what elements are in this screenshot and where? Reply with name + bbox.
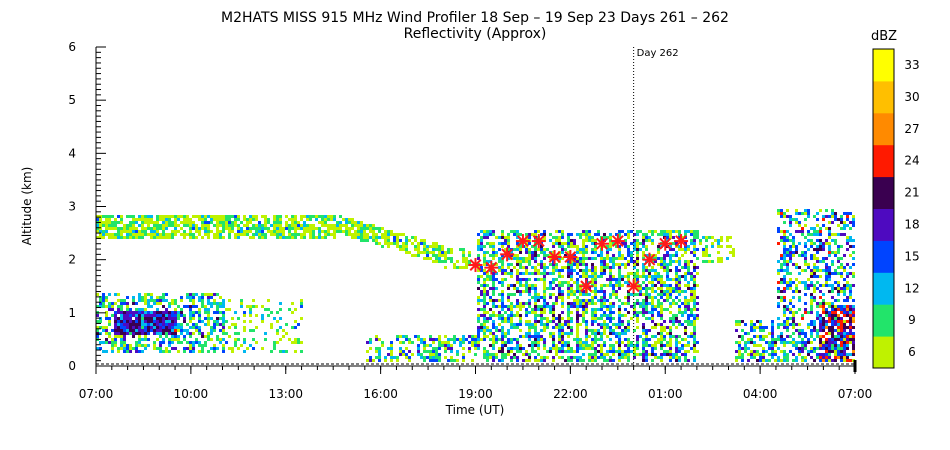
red-marker (595, 236, 609, 251)
colorbar-tick-label: 30 (904, 90, 919, 104)
chart-title: M2HATS MISS 915 MHz Wind Profiler 18 Sep… (221, 10, 729, 26)
colorbar-tick-label: 6 (908, 345, 916, 359)
x-tick-label: 16:00 (363, 387, 398, 401)
red-marker (531, 234, 546, 249)
red-marker (468, 257, 483, 272)
red-marker (563, 250, 578, 265)
y-tick-label: 6 (68, 40, 76, 54)
red-marker (484, 260, 499, 275)
x-tick-label: 07:00 (838, 387, 873, 401)
red-marker (626, 279, 641, 294)
x-axis-label: Time (UT) (445, 403, 505, 417)
colorbar-swatch (873, 304, 894, 337)
colorbar-frame (872, 48, 895, 369)
colorbar-swatch (873, 49, 894, 82)
colorbar: 6 9 12 15 18 21 24 27 30 33 (872, 48, 920, 369)
x-tick-label: 19:00 (458, 387, 493, 401)
colorbar-tick-label: 18 (904, 217, 919, 231)
colorbar-tick-label: 9 (908, 313, 916, 327)
day-marker-label: Day 262 (637, 48, 679, 59)
y-tick-label: 1 (68, 306, 76, 320)
colorbar-swatch (873, 336, 894, 369)
y-tick-label: 5 (68, 93, 76, 107)
colorbar-swatch (873, 144, 894, 178)
colorbar-title: dBZ (871, 29, 897, 44)
y-axis-label: Altitude (km) (20, 167, 34, 246)
red-marker (579, 279, 594, 294)
colorbar-swatch (873, 208, 894, 241)
colorbar-swatch (873, 112, 894, 146)
x-tick-label: 04:00 (743, 387, 778, 401)
red-marker (610, 234, 625, 249)
y-tick-label: 2 (68, 253, 76, 267)
red-marker (674, 234, 689, 249)
red-marker (658, 236, 673, 251)
colorbar-swatch (873, 272, 894, 305)
colorbar-tick-label: 24 (904, 154, 919, 168)
colorbar-tick-label: 15 (904, 249, 919, 263)
y-tick-label: 4 (68, 146, 76, 160)
colorbar-tick-label: 33 (904, 58, 919, 72)
colorbar-tick-label: 21 (904, 186, 919, 200)
y-tick-label: 3 (68, 200, 76, 214)
red-marker (547, 250, 562, 265)
chart-subtitle: Reflectivity (Approx) (404, 26, 547, 42)
x-tick-label: 22:00 (553, 387, 588, 401)
red-marker (515, 234, 530, 249)
colorbar-swatch (873, 240, 894, 273)
colorbar-swatch (873, 80, 894, 114)
marker-layer (468, 234, 689, 294)
x-tick-label: 07:00 (79, 387, 114, 401)
x-tick-label: 13:00 (268, 387, 303, 401)
reflectivity-heatmap (96, 209, 855, 362)
colorbar-tick-label: 27 (904, 122, 919, 136)
colorbar-swatch (873, 176, 894, 209)
axes: 0 1 2 3 4 5 6 07:00 10:00 13:00 16:00 19:00 22:00 01:… (68, 40, 872, 401)
y-tick-label: 0 (68, 359, 76, 373)
colorbar-tick-label: 12 (904, 281, 919, 295)
x-tick-label: 10:00 (174, 387, 209, 401)
red-marker (642, 252, 657, 267)
x-tick-label: 01:00 (648, 387, 683, 401)
red-marker (500, 247, 515, 262)
